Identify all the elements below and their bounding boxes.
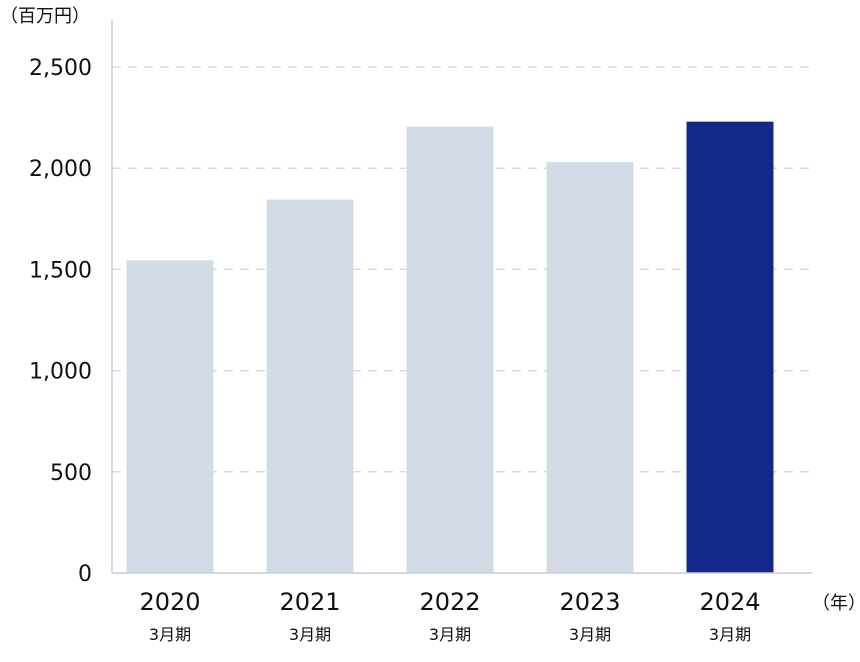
bar-2022: [406, 126, 494, 573]
bar-2021: [266, 199, 354, 573]
x-tick-label: 2020: [139, 588, 200, 616]
bar-2024: [686, 121, 774, 573]
y-axis-tick-labels: 0 500 1,000 1,500 2,000 2,500: [29, 56, 92, 587]
x-tick-sublabel: 3月期: [709, 625, 751, 644]
bar-2020: [126, 260, 214, 573]
y-tick-label: 500: [50, 461, 92, 486]
y-tick-label: 2,000: [29, 157, 92, 182]
x-tick-sublabel: 3月期: [289, 625, 331, 644]
x-tick-label: 2021: [279, 588, 340, 616]
y-tick-label: 0: [78, 562, 92, 587]
bar-2023: [546, 162, 634, 574]
x-tick-sublabel: 3月期: [429, 625, 471, 644]
x-axis-unit-label: （年）: [812, 593, 860, 614]
x-axis-labels: 2020 3月期 2021 3月期 2022 3月期 2023 3月期 2024 3月期: [139, 588, 760, 644]
x-tick-label: 2023: [559, 588, 620, 616]
x-tick-sublabel: 3月期: [149, 625, 191, 644]
y-tick-label: 1,500: [29, 258, 92, 283]
x-tick-label: 2024: [699, 588, 760, 616]
y-tick-label: 1,000: [29, 360, 92, 385]
bars: [126, 121, 774, 574]
y-tick-label: 2,500: [29, 56, 92, 81]
x-tick-sublabel: 3月期: [569, 625, 611, 644]
x-tick-label: 2022: [419, 588, 480, 616]
y-axis-unit-label: （百万円）: [0, 6, 90, 27]
